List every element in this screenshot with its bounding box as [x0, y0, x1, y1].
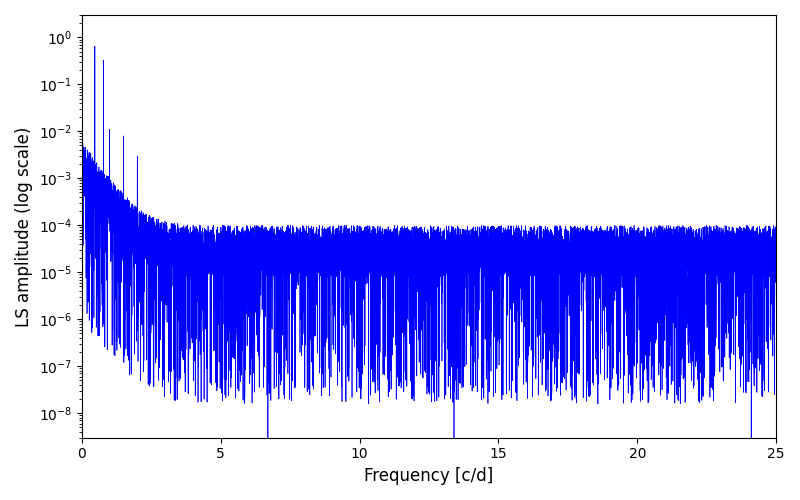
Y-axis label: LS amplitude (log scale): LS amplitude (log scale): [15, 126, 33, 326]
X-axis label: Frequency [c/d]: Frequency [c/d]: [364, 467, 494, 485]
